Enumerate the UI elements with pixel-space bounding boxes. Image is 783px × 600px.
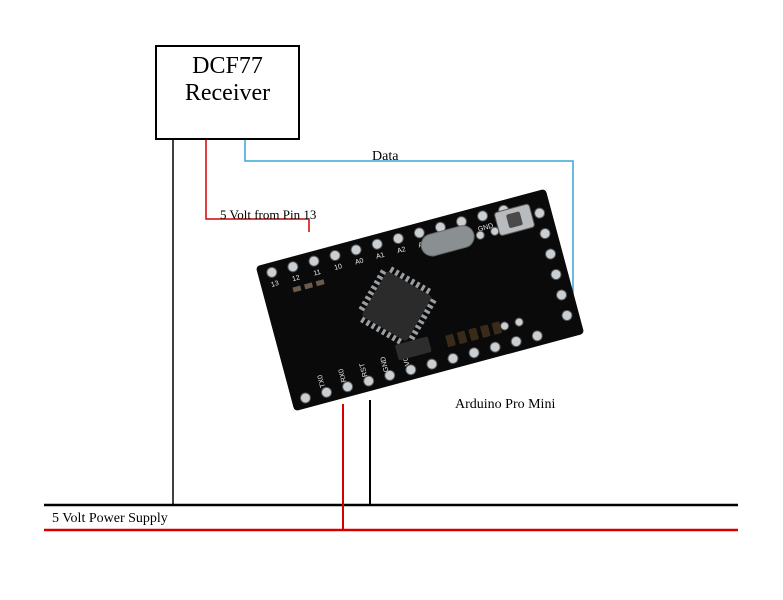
arduino-pro-mini-board: 13121110A0A1A2A3VCCRSTGNDRAWTX0RX0RSTGND… <box>0 0 783 600</box>
